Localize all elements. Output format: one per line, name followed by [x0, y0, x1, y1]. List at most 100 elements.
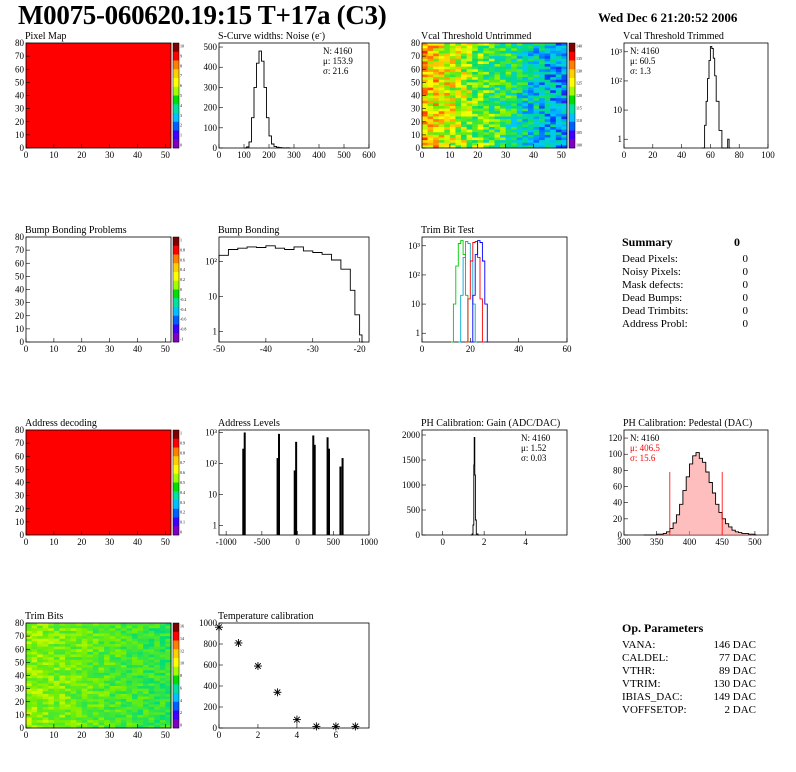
heatmap-cell [42, 625, 49, 629]
heatmap-cell [561, 56, 568, 60]
heatmap-cell [511, 108, 518, 112]
heatmap-cell [461, 79, 468, 83]
heatmap-cell [561, 95, 568, 99]
heatmap-cell [544, 56, 551, 60]
heatmap-cell [522, 129, 529, 133]
heatmap-cell [522, 127, 529, 131]
heatmap-cell [494, 92, 501, 96]
plot-frame [421, 236, 568, 343]
heatmap-cell [42, 657, 49, 661]
heatmap-cell [104, 712, 111, 716]
heatmap-cell [98, 725, 105, 729]
heatmap-cell [488, 127, 495, 131]
heatmap-cell [494, 53, 501, 57]
heatmap-cell [42, 720, 49, 724]
heatmap-cell [488, 45, 495, 49]
heatmap-cell [550, 64, 557, 68]
heatmap-cell [500, 74, 507, 78]
heatmap-cell [59, 672, 66, 676]
heatmap-cell [65, 725, 72, 729]
y-tick-label: 1000 [199, 618, 218, 628]
heatmap-cell [539, 61, 546, 65]
heatmap-cell [98, 641, 105, 645]
heatmap-cell [31, 683, 38, 687]
heatmap-cell [70, 644, 77, 648]
heatmap-cell [500, 100, 507, 104]
heatmap-cell [154, 709, 161, 713]
heatmap-cell [120, 717, 127, 721]
heatmap-cell [87, 712, 94, 716]
heatmap-cell [131, 667, 138, 671]
heatmap-cell [488, 53, 495, 57]
heatmap-cell [98, 670, 105, 674]
heatmap-cell [42, 691, 49, 695]
heatmap-cell [422, 134, 428, 138]
heatmap-cell [494, 85, 501, 89]
heatmap-cell [461, 142, 468, 146]
heatmap-cell [154, 623, 161, 627]
heatmap-cell [483, 145, 490, 149]
y-tick-label: 300 [204, 82, 218, 92]
heatmap-cell [159, 630, 166, 634]
heatmap-cell [505, 66, 512, 70]
heatmap-cell [31, 646, 38, 650]
heatmap-cell [87, 675, 94, 679]
heatmap-cell [444, 50, 451, 54]
heatmap-cell [539, 82, 546, 86]
heatmap-cell [433, 116, 440, 120]
heatmap-cell [516, 106, 523, 110]
heatmap-cell [466, 98, 473, 102]
scatter-point [273, 688, 282, 697]
page-title: M0075-060620.19:15 T+17a (C3) [18, 0, 387, 30]
heatmap-cell [449, 108, 456, 112]
heatmap-cell [444, 111, 451, 115]
heatmap-cell [37, 672, 44, 676]
heatmap-cell [500, 132, 507, 136]
heatmap-cell [516, 64, 523, 68]
heatmap-cell [26, 678, 32, 682]
x-tick-label: 40 [133, 537, 143, 547]
heatmap-cell [92, 672, 99, 676]
heatmap-cell [115, 701, 122, 705]
heatmap-cell [159, 644, 166, 648]
heatmap-cell [433, 74, 440, 78]
heatmap-cell [131, 696, 138, 700]
heatmap-cell [48, 633, 55, 637]
heatmap-cell [488, 100, 495, 104]
heatmap-cell [461, 92, 468, 96]
heatmap-cell [477, 53, 484, 57]
heatmap-cell [466, 79, 473, 83]
colorbar-segment [173, 254, 179, 264]
heatmap-cell [65, 659, 72, 663]
heatmap-cell [422, 85, 428, 89]
heatmap-cell [422, 77, 428, 81]
heatmap-cell [427, 106, 434, 110]
heatmap-cell [422, 74, 428, 78]
heatmap-cell [131, 720, 138, 724]
heatmap-cell [159, 701, 166, 705]
heatmap-cell [561, 124, 568, 128]
heatmap-cell [511, 111, 518, 115]
heatmap-cell [70, 725, 77, 729]
heatmap-cell [522, 43, 529, 47]
bar [312, 435, 315, 535]
heatmap-cell [92, 665, 99, 669]
heatmap-cell [109, 651, 116, 655]
y-tick-label: 40 [15, 478, 25, 488]
y-tick-label: 10² [408, 270, 420, 280]
heatmap-cell [137, 672, 144, 676]
colorbar-segment [173, 324, 179, 334]
heatmap-cell [37, 623, 44, 627]
heatmap-cell [42, 688, 49, 692]
heatmap-cell [165, 657, 172, 661]
x-tick-label: 0 [24, 537, 29, 547]
heatmap-cell [76, 667, 83, 671]
heatmap-cell [53, 672, 60, 676]
heatmap-cell [159, 636, 166, 640]
heatmap-cell [444, 137, 451, 141]
heatmap-cell [65, 704, 72, 708]
heatmap-cell [544, 124, 551, 128]
heatmap-cell [500, 95, 507, 99]
heatmap-cell [505, 71, 512, 75]
heatmap-cell [483, 111, 490, 115]
